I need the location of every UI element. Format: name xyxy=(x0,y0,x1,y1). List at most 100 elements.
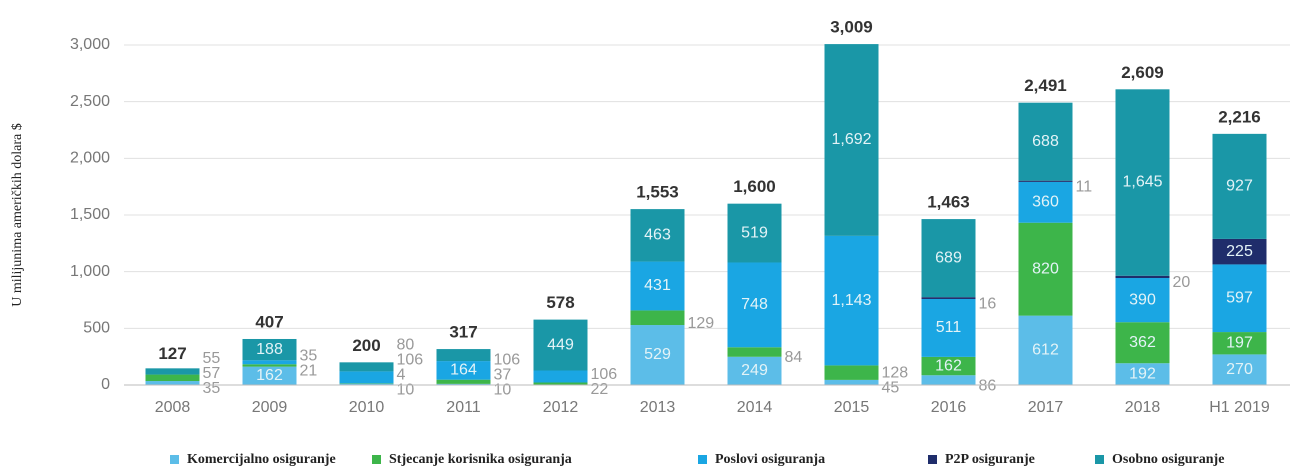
x-tick-label: H1 2019 xyxy=(1209,399,1270,416)
segment-label: 16 xyxy=(979,295,997,312)
total-label: 3,009 xyxy=(830,17,873,36)
bar-segment xyxy=(824,235,879,366)
bar-segment xyxy=(1212,238,1267,265)
bar-segment xyxy=(436,361,491,380)
segment-label: 225 xyxy=(1226,243,1253,260)
bar-segment xyxy=(1018,102,1073,181)
bar-segment xyxy=(727,262,782,348)
bar-segment xyxy=(1115,275,1170,279)
segment-label: 362 xyxy=(1129,334,1156,351)
bar-segment xyxy=(630,325,685,385)
segment-label: 86 xyxy=(979,377,997,394)
total-label: 2,216 xyxy=(1218,107,1261,126)
legend-label: Stjecanje korisnika osiguranja xyxy=(389,452,572,467)
bar-segment xyxy=(1115,322,1170,364)
bar-segment xyxy=(1018,315,1073,385)
segment-label: 1,692 xyxy=(831,131,871,148)
bar-segment xyxy=(339,371,394,384)
segment-label: 449 xyxy=(547,336,574,353)
bar-segment xyxy=(242,366,297,385)
segment-label: 463 xyxy=(644,227,671,244)
segment-label: 192 xyxy=(1129,365,1156,382)
x-tick-label: 2011 xyxy=(446,399,481,416)
x-tick-label: 2008 xyxy=(155,399,191,416)
segment-label: 11 xyxy=(1076,179,1093,196)
segment-label: 106 xyxy=(494,352,521,369)
segment-label: 37 xyxy=(494,367,512,384)
bar-segment xyxy=(727,203,782,263)
segment-label: 21 xyxy=(300,363,318,380)
bar-segment xyxy=(921,356,976,376)
bar-segment xyxy=(1115,363,1170,385)
segment-label: 129 xyxy=(688,315,715,332)
x-tick-label: 2009 xyxy=(252,399,288,416)
x-tick-label: 2015 xyxy=(834,399,870,416)
bar-segment xyxy=(1212,133,1267,239)
segment-label: 35 xyxy=(300,348,318,365)
segment-label: 1,645 xyxy=(1122,174,1162,191)
segment-label: 597 xyxy=(1226,289,1253,306)
segment-label: 360 xyxy=(1032,194,1059,211)
y-tick-label: 2,500 xyxy=(70,93,110,110)
segment-label: 927 xyxy=(1226,178,1253,195)
segment-label: 519 xyxy=(741,224,768,241)
segment-label: 748 xyxy=(741,296,768,313)
bar-segment xyxy=(242,338,297,361)
y-tick-label: 1,000 xyxy=(70,263,110,280)
legend-label: Komercijalno osiguranje xyxy=(187,452,336,467)
segment-label: 55 xyxy=(203,350,221,367)
bar-segment xyxy=(921,297,976,299)
x-tick-label: 2016 xyxy=(931,399,967,416)
total-label: 2,609 xyxy=(1121,63,1164,82)
y-tick-label: 500 xyxy=(83,320,110,337)
bar-segment xyxy=(921,375,976,385)
segment-label: 511 xyxy=(936,319,962,336)
bar-segment xyxy=(824,379,879,385)
bar-segment xyxy=(145,368,200,375)
segment-label: 820 xyxy=(1032,260,1059,277)
bar-segment xyxy=(339,383,394,385)
bar-segment xyxy=(1115,278,1170,323)
bar-segment xyxy=(727,356,782,385)
segment-label: 529 xyxy=(644,346,671,363)
x-tick-label: 2014 xyxy=(737,399,773,416)
segment-label: 162 xyxy=(256,367,283,384)
bar-segment xyxy=(1018,180,1073,182)
bar-segment xyxy=(1212,332,1267,355)
segment-label: 22 xyxy=(591,381,609,398)
bar-segment xyxy=(533,382,588,385)
segment-label: 188 xyxy=(256,341,283,358)
bar-segment xyxy=(1212,354,1267,385)
x-tick-label: 2012 xyxy=(543,399,579,416)
segment-label: 10 xyxy=(494,382,512,399)
segment-label: 689 xyxy=(935,249,962,266)
segment-label: 4 xyxy=(397,367,406,384)
bar-segment xyxy=(533,319,588,371)
x-tick-label: 2013 xyxy=(640,399,676,416)
bar-segment xyxy=(242,360,297,365)
segment-label: 45 xyxy=(882,380,900,397)
bar-segment xyxy=(921,298,976,357)
total-label: 1,600 xyxy=(733,177,776,196)
segment-label: 57 xyxy=(203,365,221,382)
y-tick-label: 0 xyxy=(101,376,110,393)
bar-segment xyxy=(1115,89,1170,276)
legend-swatch xyxy=(372,455,381,464)
segment-label: 106 xyxy=(397,352,424,369)
bar-segment xyxy=(1018,222,1073,316)
legend-label: P2P osiguranje xyxy=(945,452,1035,467)
bar-segment xyxy=(824,365,879,380)
segment-label: 162 xyxy=(935,357,962,374)
segment-label: 164 xyxy=(450,362,477,379)
total-label: 200 xyxy=(352,336,380,355)
segment-label: 1,143 xyxy=(831,292,871,309)
bar-segment xyxy=(630,310,685,326)
legend-swatch xyxy=(170,455,179,464)
legend-swatch xyxy=(928,455,937,464)
bar-segment xyxy=(533,370,588,383)
segment-label: 128 xyxy=(882,365,909,382)
y-tick-label: 1,500 xyxy=(70,206,110,223)
bar-segment xyxy=(1018,181,1073,223)
y-tick-label: 2,000 xyxy=(70,150,110,167)
